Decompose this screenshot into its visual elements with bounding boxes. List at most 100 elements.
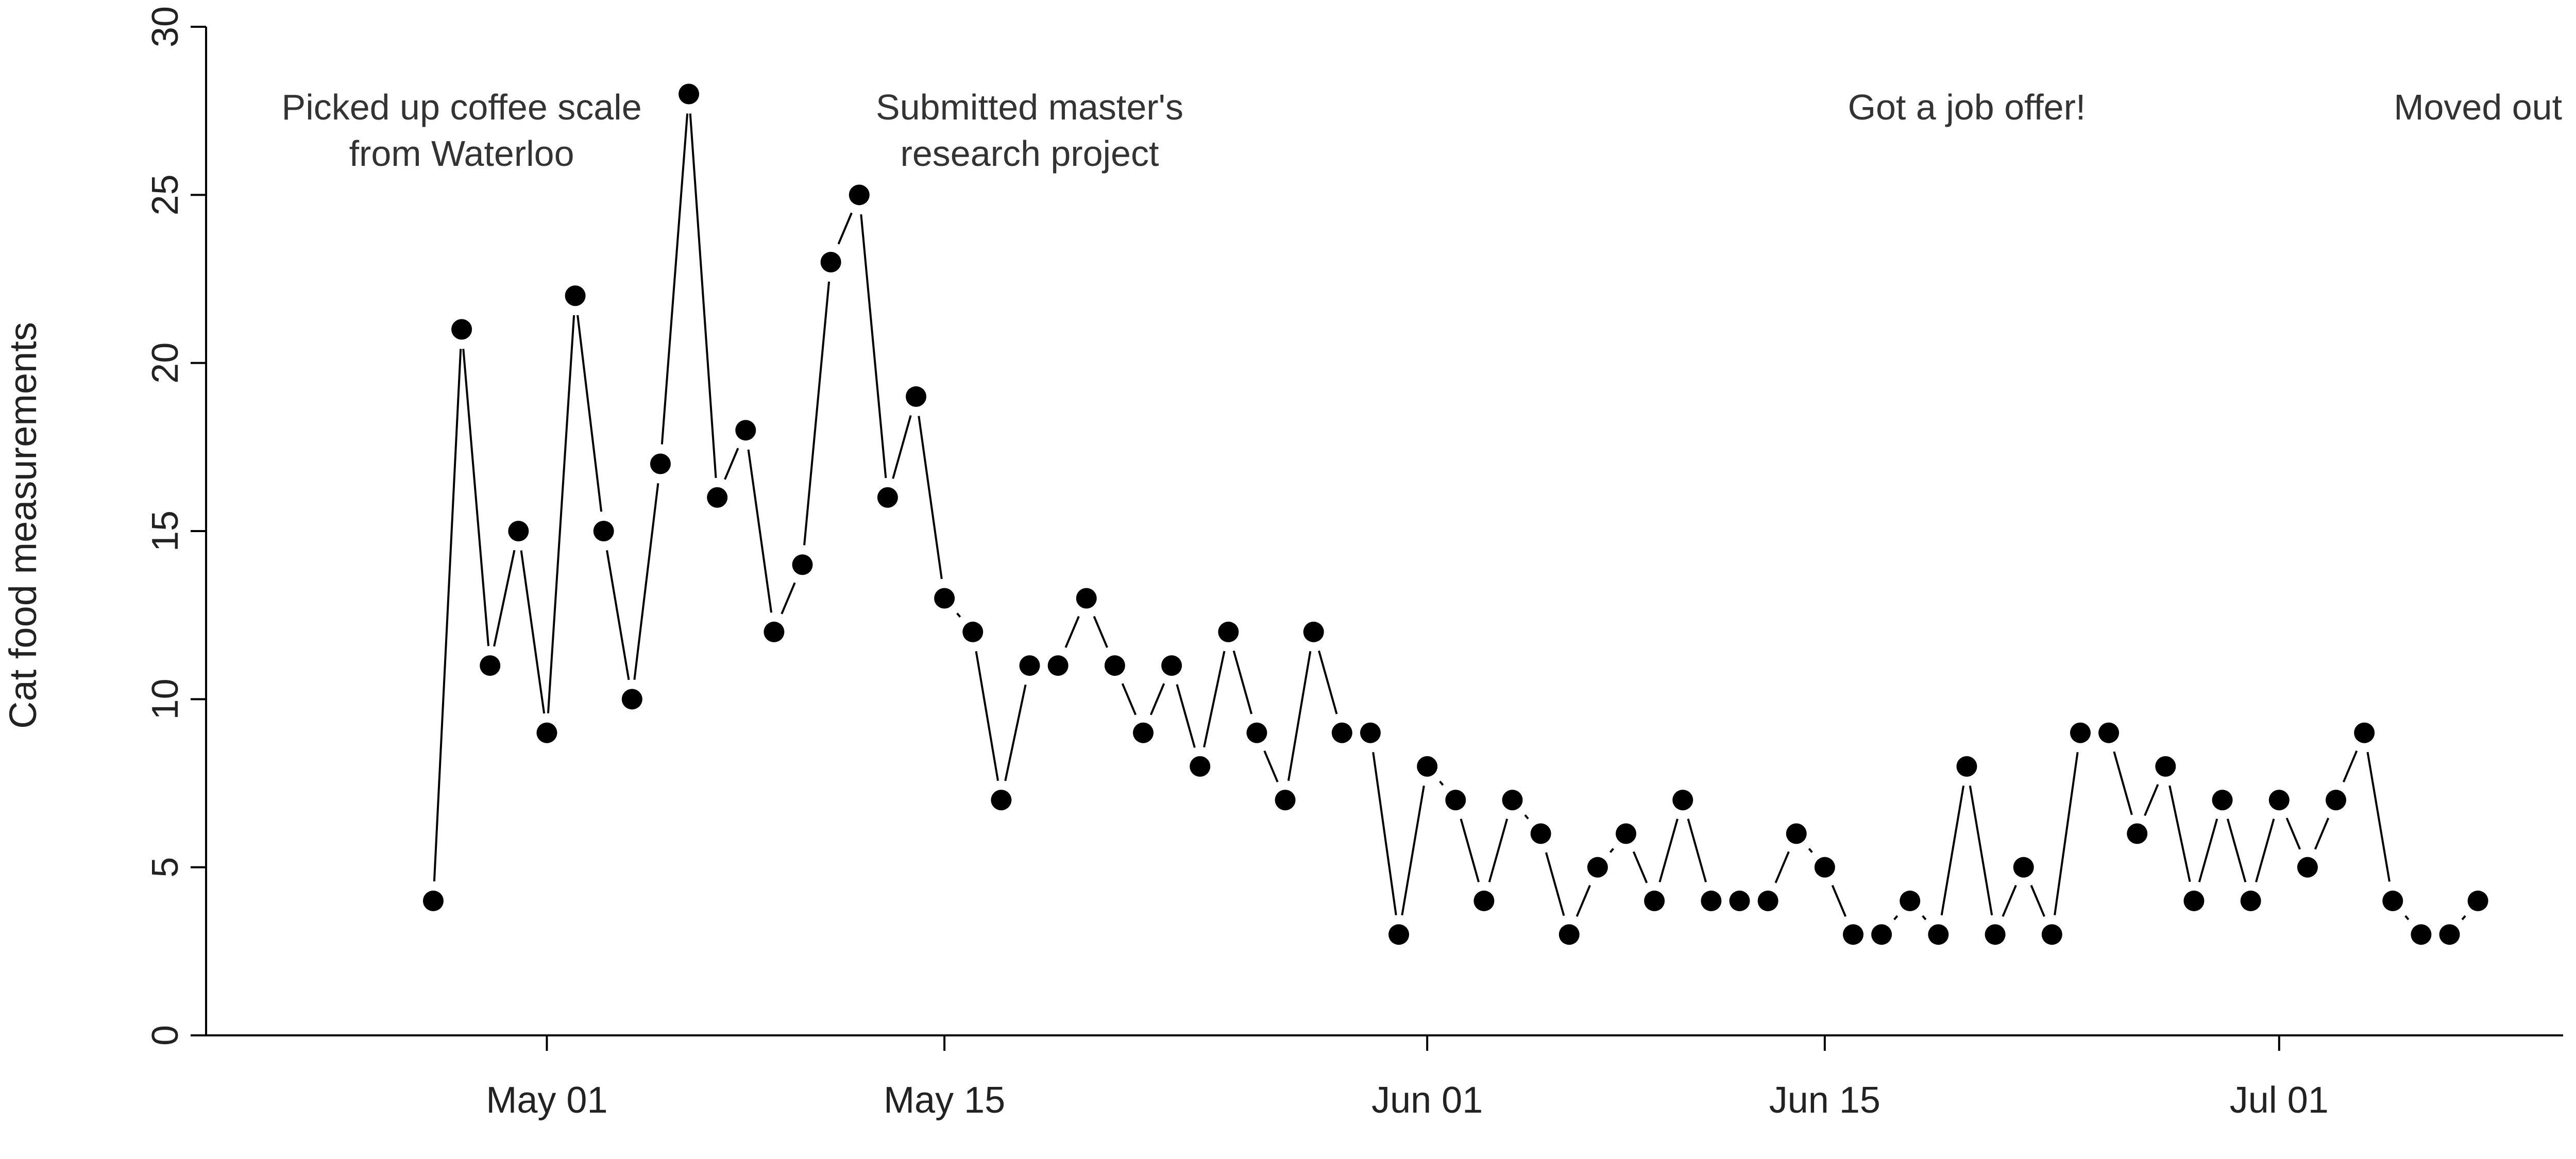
data-point [2070, 722, 2091, 743]
series-segment [660, 113, 689, 445]
series-segment [433, 349, 462, 882]
series-segment [1922, 915, 1927, 921]
annotation-line: Got a job offer! [1848, 87, 2086, 127]
series-segment [1969, 786, 1993, 916]
series-segment [1149, 683, 1165, 715]
data-point [2382, 890, 2403, 911]
annotation-line: research project [901, 133, 1159, 174]
x-tick-label: Jul 01 [2230, 1080, 2329, 1121]
data-point [2268, 790, 2290, 811]
series-segment [1318, 650, 1338, 714]
series-segment [2404, 915, 2410, 921]
series-segment [1372, 752, 1397, 915]
data-point [2127, 823, 2148, 844]
data-point [1842, 924, 1863, 945]
annotation-line: Moved out [2394, 87, 2562, 127]
data-point [1900, 890, 1921, 911]
series-segment [1687, 819, 1707, 882]
series-segment [2226, 819, 2247, 882]
data-point [1445, 790, 1466, 811]
data-point [2439, 924, 2460, 945]
series-segment [1774, 851, 1790, 883]
series-segment [1064, 616, 1080, 648]
series-segment [956, 612, 961, 618]
x-tick-label: May 01 [486, 1080, 607, 1121]
data-point [1218, 621, 1239, 642]
y-tick-label: 30 [145, 6, 186, 47]
annotation-text: Got a job offer! [1848, 87, 2086, 127]
annotation-line: Submitted master's [876, 87, 1183, 127]
y-tick-label: 10 [145, 678, 186, 720]
annotation-line: Picked up coffee scale [282, 87, 642, 127]
series-segment [2168, 785, 2191, 882]
data-point [1132, 722, 1154, 743]
series-segment [1893, 915, 1899, 921]
data-point [1871, 924, 1892, 945]
series-segment [1831, 884, 1847, 917]
data-point [1729, 890, 1750, 911]
data-point [1587, 857, 1608, 878]
series-segment [803, 281, 831, 546]
data-point [1388, 924, 1410, 945]
data-point [1956, 756, 1977, 777]
data-point [2212, 790, 2233, 811]
series-segment [747, 449, 773, 613]
annotation-text: Submitted master's research project [876, 87, 1183, 174]
data-point [1757, 890, 1778, 911]
series-segment [493, 550, 516, 647]
data-point [962, 621, 984, 642]
data-point [735, 420, 756, 441]
series-segment [1439, 780, 1444, 786]
data-point [849, 184, 870, 206]
data-point [480, 655, 501, 676]
series-segment [918, 416, 943, 580]
data-series [422, 83, 2488, 945]
series-segment [1287, 651, 1312, 781]
data-point [2297, 857, 2318, 878]
x-tick-label: Jun 15 [1769, 1080, 1880, 1121]
data-point [1786, 823, 1807, 844]
data-point [508, 521, 529, 541]
series-segment [2366, 752, 2391, 882]
series-segment [2461, 915, 2466, 921]
data-point [2013, 857, 2034, 878]
annotations: Picked up coffee scale from Waterloo Submi… [282, 87, 2563, 174]
series-segment [1575, 884, 1591, 917]
series-segment [781, 582, 796, 615]
axes: 0 5 10 15 20 25 30 May 01 May 15 Jun 01 Jun 15 Jul … [145, 6, 2563, 1121]
data-point [2041, 924, 2062, 945]
series-segment [633, 483, 659, 680]
annotation-text: Picked up coffee scale from Waterloo [282, 87, 642, 174]
data-point [2183, 890, 2205, 911]
data-point [820, 251, 841, 272]
y-tick-label: 5 [145, 857, 186, 878]
data-point [593, 521, 614, 541]
data-point [1928, 924, 1949, 945]
series-segment [462, 349, 489, 646]
series-segment [1176, 684, 1196, 748]
data-point [877, 487, 898, 508]
data-point [536, 722, 557, 743]
y-axis-label: Cat food measurements [2, 322, 44, 729]
series-segment [1524, 814, 1529, 820]
series-segment [975, 651, 999, 781]
series-segment [1488, 819, 1509, 882]
series-segment [1460, 819, 1480, 882]
data-point [1417, 756, 1438, 777]
data-point [2098, 722, 2120, 743]
series-segment [2113, 751, 2133, 815]
series-segment [689, 113, 717, 478]
data-point [2155, 756, 2176, 777]
series-segment [1232, 650, 1253, 714]
y-tick-label: 25 [145, 174, 186, 215]
data-point [2467, 890, 2488, 911]
data-point [1530, 823, 1551, 844]
annotation-text: Moved out [2394, 87, 2562, 127]
series-segment [2314, 817, 2330, 850]
y-tick-label: 0 [145, 1025, 186, 1046]
series-segment [1263, 750, 1279, 782]
data-point [679, 83, 700, 105]
series-segment [606, 550, 630, 680]
series-segment [2198, 819, 2218, 882]
